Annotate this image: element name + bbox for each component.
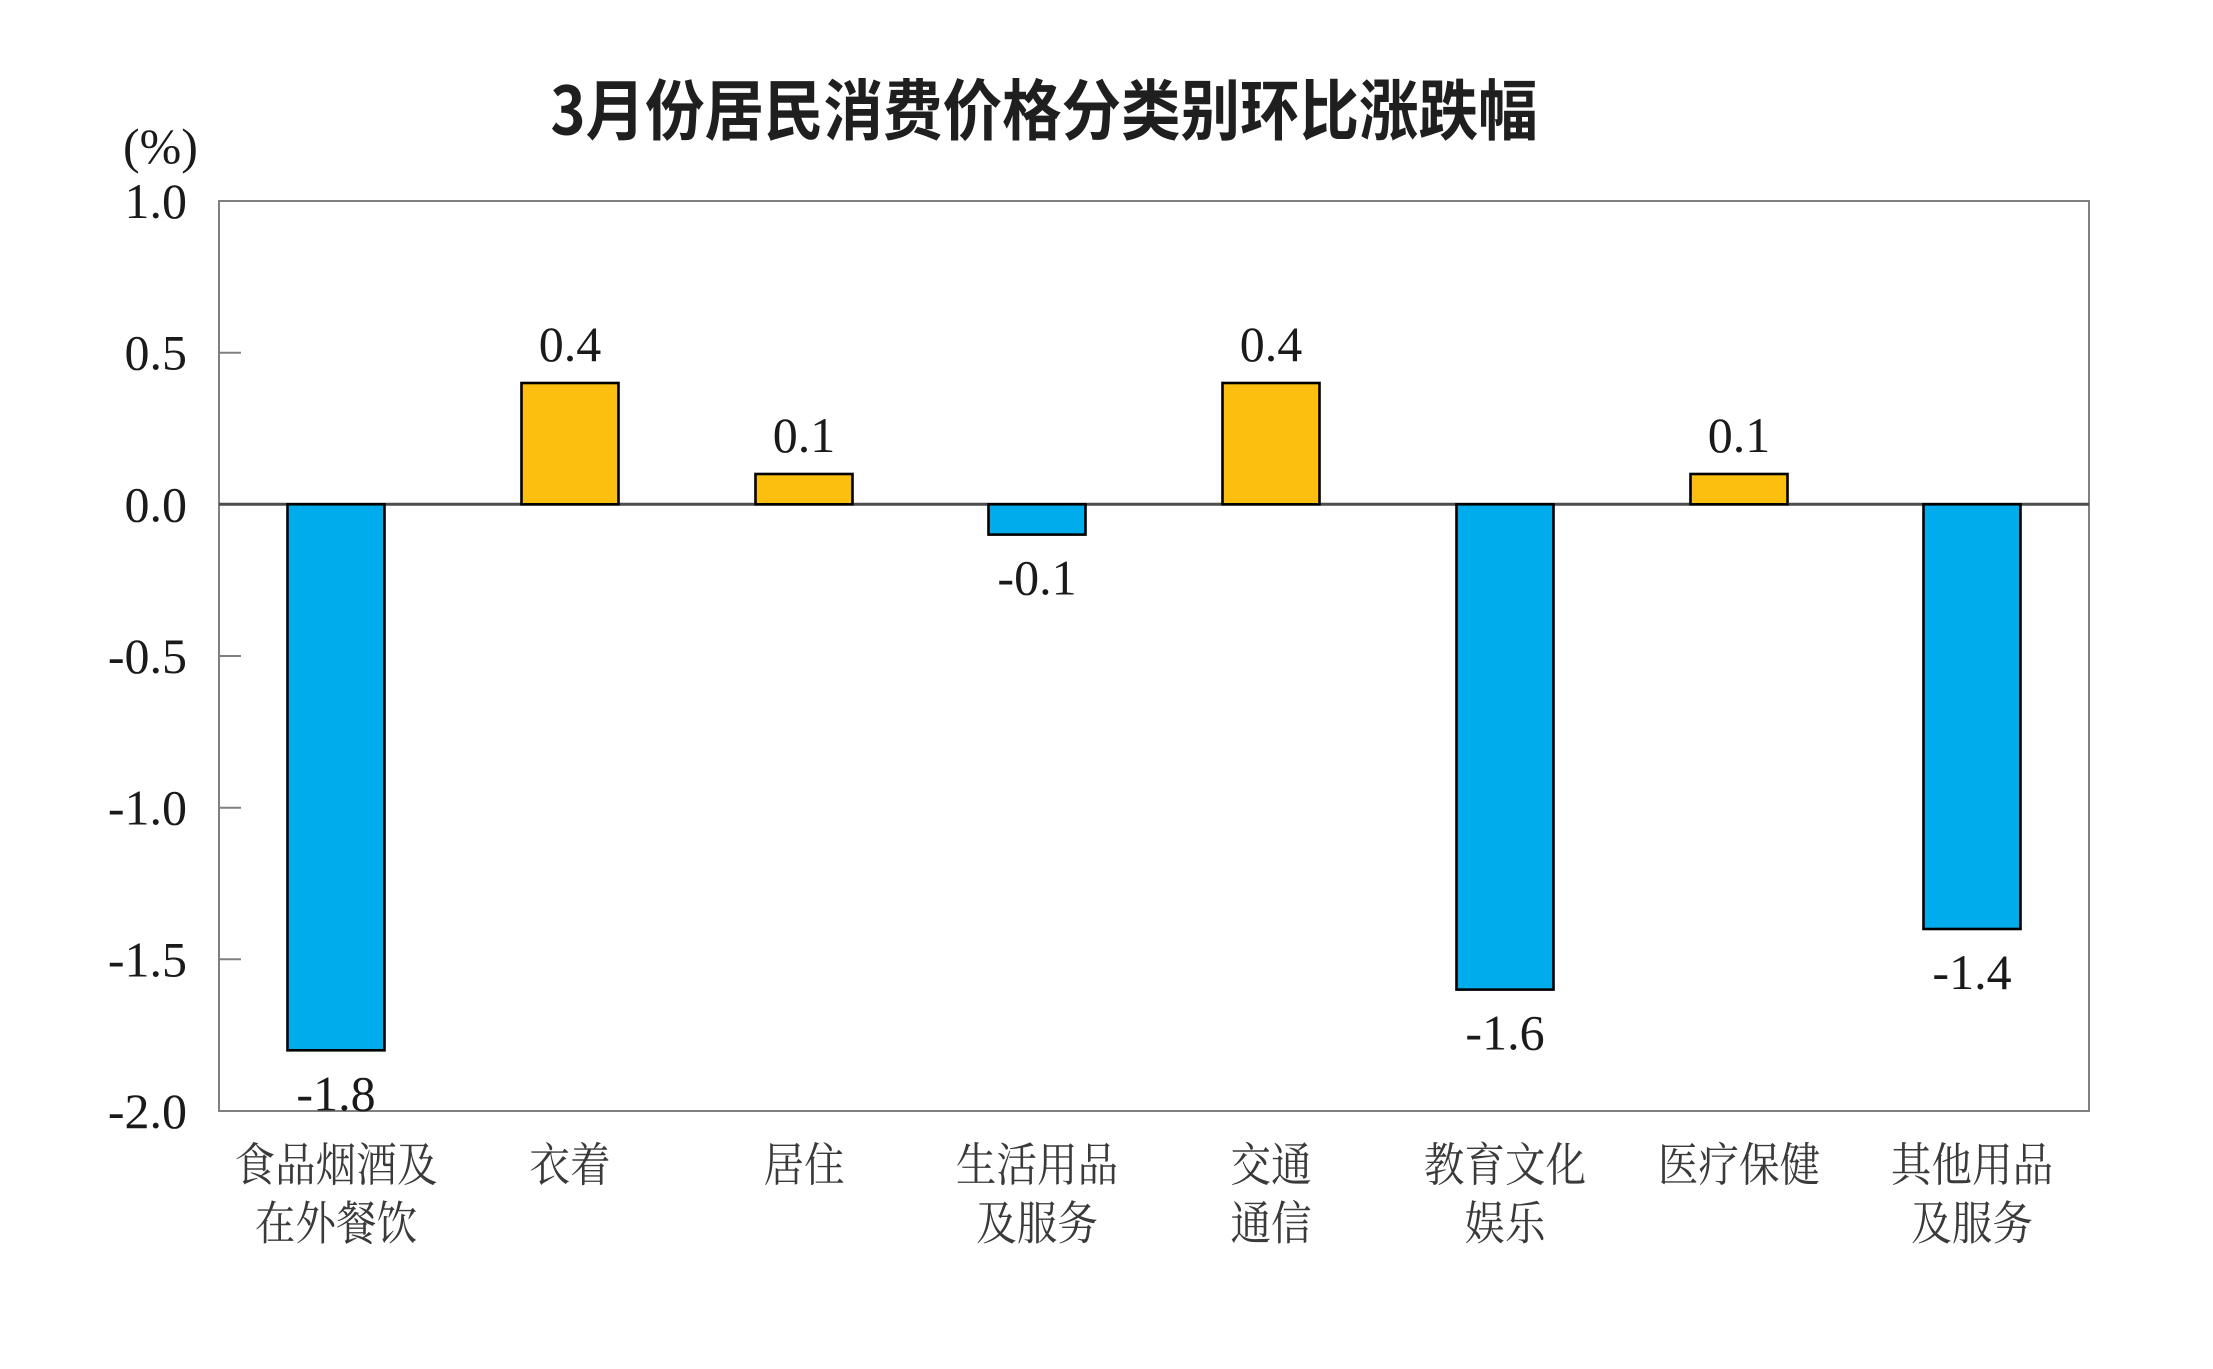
svg-text:-1.8: -1.8: [296, 1065, 375, 1121]
svg-text:-0.1: -0.1: [997, 550, 1076, 606]
svg-text:0.1: 0.1: [1708, 407, 1771, 463]
svg-text:-0.5: -0.5: [108, 628, 187, 684]
svg-text:0.0: 0.0: [125, 476, 188, 532]
svg-text:0.5: 0.5: [125, 325, 188, 381]
svg-text:0.4: 0.4: [1240, 316, 1303, 372]
svg-text:0.4: 0.4: [539, 316, 602, 372]
svg-text:-1.0: -1.0: [108, 780, 187, 836]
svg-text:(%): (%): [123, 118, 198, 174]
svg-text:-2.0: -2.0: [108, 1083, 187, 1139]
svg-text:1.0: 1.0: [125, 173, 188, 229]
svg-text:0.1: 0.1: [773, 407, 836, 463]
svg-text:-1.5: -1.5: [108, 931, 187, 987]
svg-text:-1.4: -1.4: [1932, 944, 2011, 1000]
svg-text:-1.6: -1.6: [1465, 1005, 1544, 1061]
